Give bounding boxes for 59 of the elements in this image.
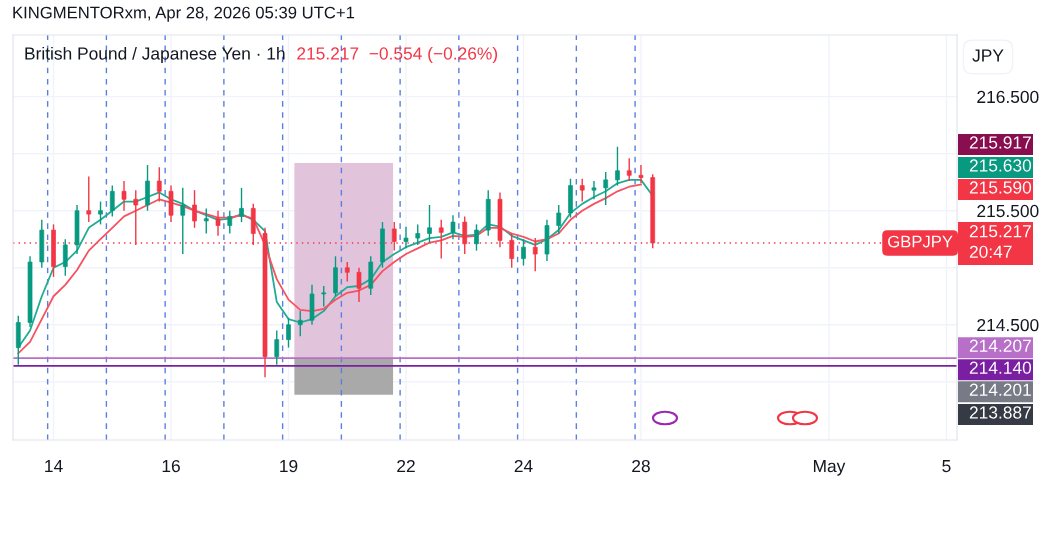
candlestick xyxy=(591,180,597,200)
candlestick xyxy=(274,329,280,366)
candlestick xyxy=(415,223,421,246)
candlestick xyxy=(286,317,291,349)
candlestick xyxy=(297,310,303,337)
x-tick-label: 16 xyxy=(162,459,180,473)
candlestick xyxy=(192,189,197,229)
y-tick-label: 215.500 xyxy=(977,204,1039,218)
text: 213.887 xyxy=(969,406,1031,419)
candlestick xyxy=(121,180,127,212)
candlestick xyxy=(356,267,362,303)
candlestick xyxy=(156,166,162,203)
candlestick xyxy=(203,207,209,235)
candlestick xyxy=(145,164,150,212)
x-tick-label: 5 xyxy=(942,460,951,473)
candlestick xyxy=(615,146,620,187)
ref-line-label: 214.140 xyxy=(969,361,1032,374)
candlestick xyxy=(462,215,468,255)
x-tick-label: 14 xyxy=(45,460,63,473)
candlestick xyxy=(427,204,432,244)
candlestick xyxy=(556,204,562,235)
candlestick xyxy=(638,164,644,185)
candlestick xyxy=(603,171,609,206)
x-tick-label: 22 xyxy=(397,459,415,473)
y-tick-label: 214.500 xyxy=(977,318,1039,332)
text: 214.201 xyxy=(969,383,1031,396)
y-axis-title: JPY xyxy=(972,49,1004,62)
candlestick xyxy=(109,184,115,218)
text: 215.217 −0.554 (−0.26%) xyxy=(297,46,498,64)
candlestick xyxy=(521,238,526,267)
candlestick xyxy=(215,209,221,237)
candlestick xyxy=(579,178,585,203)
ref-line-label: 214.207 xyxy=(969,339,1031,352)
candlestick xyxy=(98,200,103,226)
x-tick-label: 24 xyxy=(514,459,533,473)
ref-line-label: 215.217 20:47 xyxy=(969,225,1031,258)
candlestick xyxy=(403,225,409,250)
candlestick xyxy=(450,214,456,240)
text: 215.917 xyxy=(969,136,1031,149)
candlestick xyxy=(438,219,444,260)
candlestick xyxy=(86,175,92,223)
text: KINGMENTORxm, Apr 28, 2026 05:39 UTC+1 xyxy=(13,6,355,22)
candlestick xyxy=(344,261,350,283)
text: 215.630 xyxy=(969,159,1032,172)
candlestick xyxy=(626,157,632,182)
text: 215.590 xyxy=(969,181,1032,194)
candlestick xyxy=(239,187,244,223)
candlestick xyxy=(227,209,233,235)
x-tick-label: May xyxy=(813,460,846,476)
candlestick xyxy=(474,223,479,252)
candlestick xyxy=(180,187,186,255)
text: British Pound / Japanese Yen · 1h xyxy=(25,46,285,64)
x-tick-label: 19 xyxy=(280,459,298,473)
y-tick-label: 216.500 xyxy=(977,90,1039,104)
candlestick xyxy=(62,238,68,277)
annotation: GBPJPY xyxy=(888,235,953,248)
candlestick xyxy=(321,285,327,308)
candlestick xyxy=(168,184,174,223)
x-tick-label: 28 xyxy=(632,459,650,473)
